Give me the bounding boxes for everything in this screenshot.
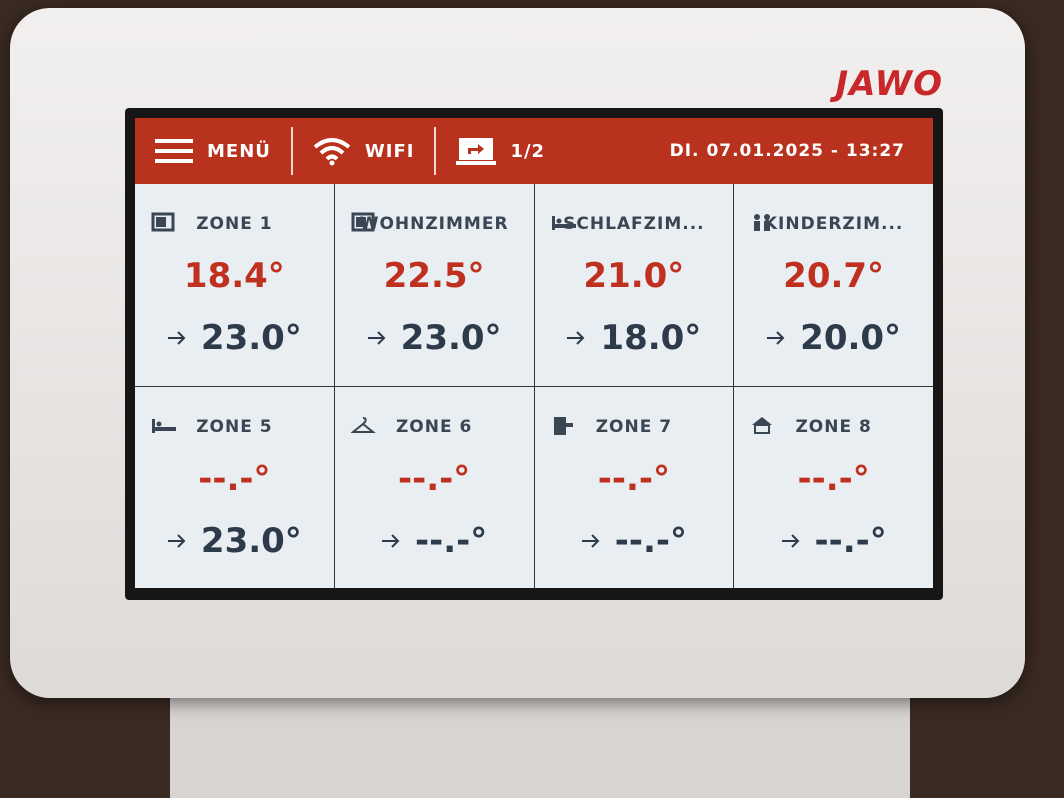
zone-icon (553, 416, 573, 435)
wifi-icon (313, 138, 351, 166)
target-row: 23.0° (135, 521, 334, 561)
target-row: --.-° (734, 521, 933, 561)
target-temperature: --.-° (614, 520, 687, 561)
target-temperature: 23.0° (400, 318, 502, 358)
device: JAWO MENÜ WIFI 1/2 DI. 07.01.2025 - 13:2… (10, 8, 1025, 698)
current-temperature: 20.7° (783, 256, 885, 296)
zone-name: ZONE 6 (395, 416, 473, 437)
zone-icon (551, 216, 576, 230)
zone-icon (151, 212, 175, 232)
current-temperature: --.-° (797, 458, 870, 499)
target-temperature: 20.0° (800, 318, 902, 358)
page-button[interactable]: 1/2 (436, 127, 565, 175)
zone-tile[interactable]: ZONE 8 --.-° --.-° (734, 386, 933, 588)
target-row: 23.0° (135, 318, 334, 358)
menu-icon (155, 139, 193, 163)
zone-tile[interactable]: SCHLAFZIM... 21.0° 18.0° (534, 184, 734, 386)
zone-name: KINDERZIM... (763, 214, 904, 234)
target-row: 20.0° (734, 318, 933, 358)
arrow-icon (367, 331, 386, 345)
menu-label: MENÜ (207, 140, 271, 162)
stand (170, 680, 910, 798)
page-label: 1/2 (510, 140, 546, 162)
target-temperature: 23.0° (200, 318, 302, 358)
zone-name: SCHLAFZIM... (563, 214, 705, 234)
target-temperature: 18.0° (600, 318, 702, 358)
page-icon (456, 138, 497, 165)
brand: JAWO (835, 64, 943, 104)
zone-grid: ZONE 1 18.4° 23.0° WOHNZIMMER 22.5° 23.0° SCHL… (135, 184, 933, 588)
zone-name: ZONE 7 (595, 416, 673, 437)
arrow-icon (382, 533, 400, 548)
target-row: --.-° (535, 521, 734, 561)
zone-tile[interactable]: ZONE 1 18.4° 23.0° (135, 184, 334, 386)
zone-icon (152, 418, 176, 433)
screen: MENÜ WIFI 1/2 DI. 07.01.2025 - 13:27 ZON… (135, 118, 933, 588)
current-temperature: 22.5° (383, 256, 485, 296)
datetime: DI. 07.01.2025 - 13:27 (669, 141, 905, 161)
target-temperature: --.-° (814, 520, 887, 561)
arrow-icon (167, 331, 186, 345)
arrow-icon (581, 533, 600, 548)
zone-tile[interactable]: ZONE 5 --.-° 23.0° (135, 386, 334, 588)
arrow-icon (567, 331, 585, 345)
zone-tile[interactable]: ZONE 6 --.-° --.-° (334, 386, 534, 588)
current-temperature: --.-° (198, 458, 271, 499)
current-temperature: --.-° (597, 458, 670, 499)
arrow-icon (767, 331, 785, 345)
bezel: MENÜ WIFI 1/2 DI. 07.01.2025 - 13:27 ZON… (125, 108, 943, 600)
zone-icon (754, 214, 771, 231)
zone-tile[interactable]: KINDERZIM... 20.7° 20.0° (734, 184, 933, 386)
zone-icon (351, 212, 375, 232)
wifi-label: WIFI (364, 140, 415, 162)
menu-button[interactable]: MENÜ (135, 127, 293, 175)
zone-name: ZONE 8 (795, 416, 872, 437)
header: MENÜ WIFI 1/2 DI. 07.01.2025 - 13:27 (135, 118, 933, 184)
wifi-button[interactable]: WIFI (293, 127, 437, 175)
zone-name: WOHNZIMMER (359, 214, 509, 234)
zone-name: ZONE 5 (196, 416, 273, 437)
target-row: --.-° (335, 521, 534, 561)
target-row: 23.0° (335, 318, 534, 358)
current-temperature: --.-° (398, 458, 471, 499)
target-row: 18.0° (535, 318, 734, 358)
current-temperature: 18.4° (183, 256, 285, 296)
zone-tile[interactable]: ZONE 7 --.-° --.-° (534, 386, 734, 588)
current-temperature: 21.0° (583, 256, 685, 296)
zone-tile[interactable]: WOHNZIMMER 22.5° 23.0° (334, 184, 534, 386)
target-temperature: 23.0° (200, 520, 302, 561)
zone-name: ZONE 1 (196, 214, 273, 234)
zone-icon (350, 416, 376, 433)
arrow-icon (781, 533, 799, 548)
target-temperature: --.-° (415, 520, 488, 561)
arrow-icon (167, 533, 186, 548)
zone-icon (752, 416, 773, 434)
